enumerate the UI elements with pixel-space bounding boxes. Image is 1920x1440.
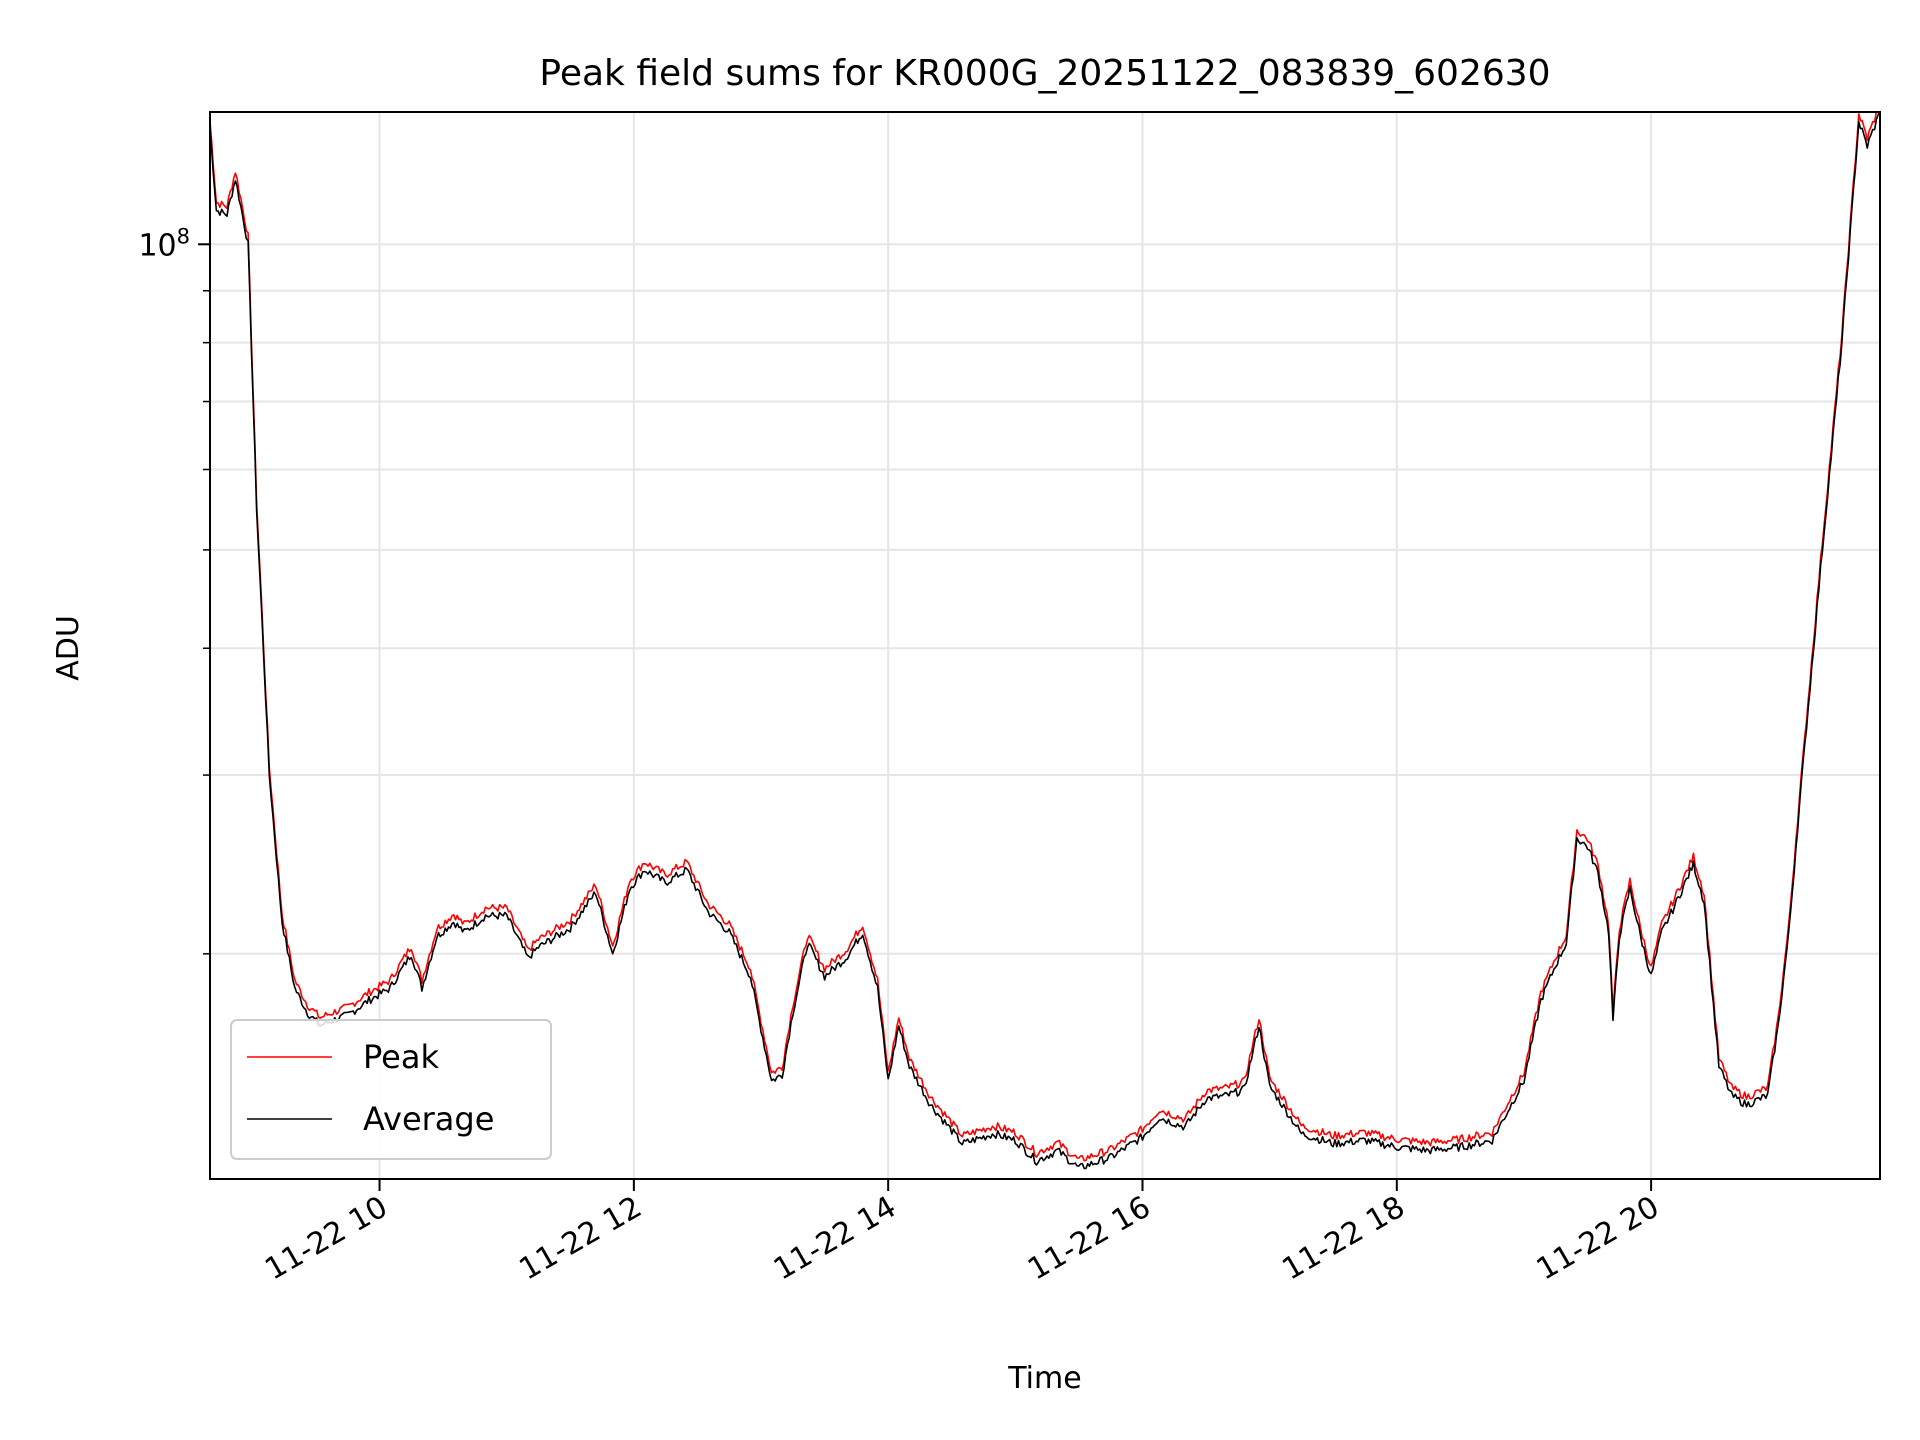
series-average-line <box>210 112 1880 1170</box>
y-axis: 108 <box>138 224 210 955</box>
grid <box>210 112 1880 1179</box>
legend-box <box>230 1019 552 1160</box>
y-tick-label: 108 <box>138 224 190 263</box>
plot-frame <box>209 111 1881 1180</box>
y-axis-label: ADU <box>51 615 86 681</box>
x-axis-label: Time <box>1007 1361 1081 1396</box>
chart-title: Peak field sums for KR000G_20251122_0838… <box>539 53 1550 94</box>
legend-average-label: Average <box>363 1100 494 1138</box>
series-layer <box>210 112 1880 1170</box>
legend: Peak Average <box>230 1019 552 1160</box>
legend-peak-label: Peak <box>363 1038 439 1076</box>
series-peak-line <box>210 112 1878 1162</box>
